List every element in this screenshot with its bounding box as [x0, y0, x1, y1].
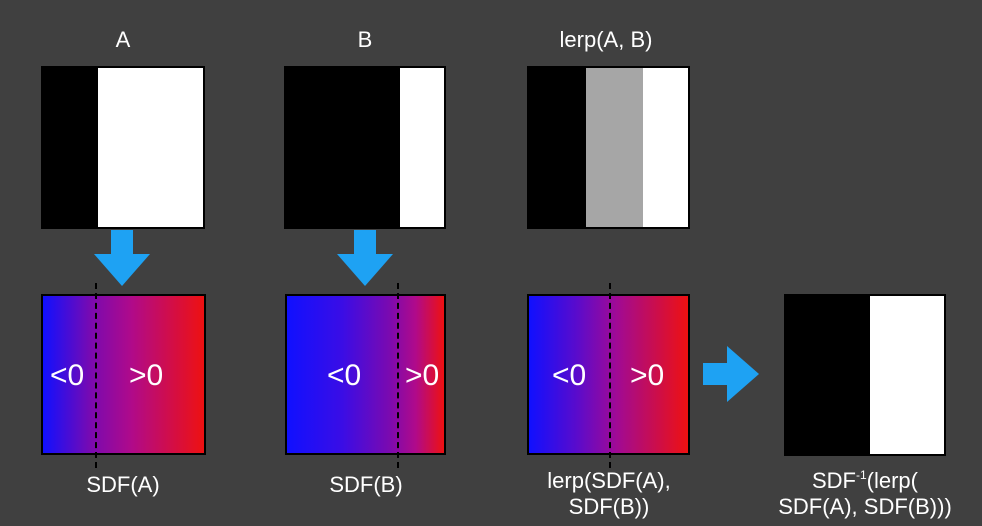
result-caption-inverse: -1	[855, 468, 867, 482]
sdf-b-negative-label: <0	[327, 359, 362, 392]
sdf-a-zero-line	[95, 283, 97, 468]
sdf-b-zero-line	[397, 283, 399, 468]
shape-b-white-region	[400, 68, 444, 227]
sdf-a-negative-label: <0	[50, 359, 85, 392]
sdf-b-positive-label: >0	[405, 359, 440, 392]
shape-result	[784, 294, 946, 456]
sdf-lerp: <0 >0	[527, 294, 690, 455]
shape-lerp	[527, 66, 690, 229]
shape-result-white-region	[870, 296, 944, 454]
shape-a-black-region	[43, 68, 98, 227]
sdf-lerp-caption-line1: lerp(SDF(A),	[547, 468, 671, 493]
result-caption-line2: SDF(A), SDF(B)))	[778, 494, 952, 519]
shape-a	[41, 66, 205, 229]
shape-lerp-white-region	[643, 68, 688, 227]
title-a: A	[115, 27, 131, 52]
arrow-down-icon	[337, 230, 393, 286]
shape-result-black-region	[786, 296, 870, 454]
sdf-lerp-caption-line2: SDF(B))	[568, 494, 650, 519]
result-caption-line1: SDF-1(lerp(	[775, 468, 955, 494]
shape-b	[284, 66, 446, 229]
sdf-a: <0 >0	[41, 294, 206, 455]
sdf-a-positive-label: >0	[129, 359, 164, 392]
sdf-a-caption: SDF(A)	[86, 472, 160, 497]
shape-lerp-black-region	[529, 68, 586, 227]
result-caption-lerp: (lerp(	[866, 468, 918, 493]
sdf-lerp-positive-label: >0	[630, 359, 665, 392]
shape-b-black-region	[286, 68, 400, 227]
shape-a-white-region	[98, 68, 203, 227]
title-lerp: lerp(A, B)	[559, 27, 653, 52]
sdf-lerp-negative-label: <0	[552, 359, 587, 392]
arrow-right-icon	[703, 346, 759, 402]
arrow-down-icon	[94, 230, 150, 286]
shape-lerp-gray-region	[586, 68, 643, 227]
title-b: B	[357, 27, 373, 52]
sdf-b: <0 >0	[285, 294, 446, 455]
sdf-lerp-zero-line	[609, 283, 611, 468]
result-caption-sdf: SDF	[811, 468, 856, 493]
sdf-b-caption: SDF(B)	[329, 472, 403, 497]
